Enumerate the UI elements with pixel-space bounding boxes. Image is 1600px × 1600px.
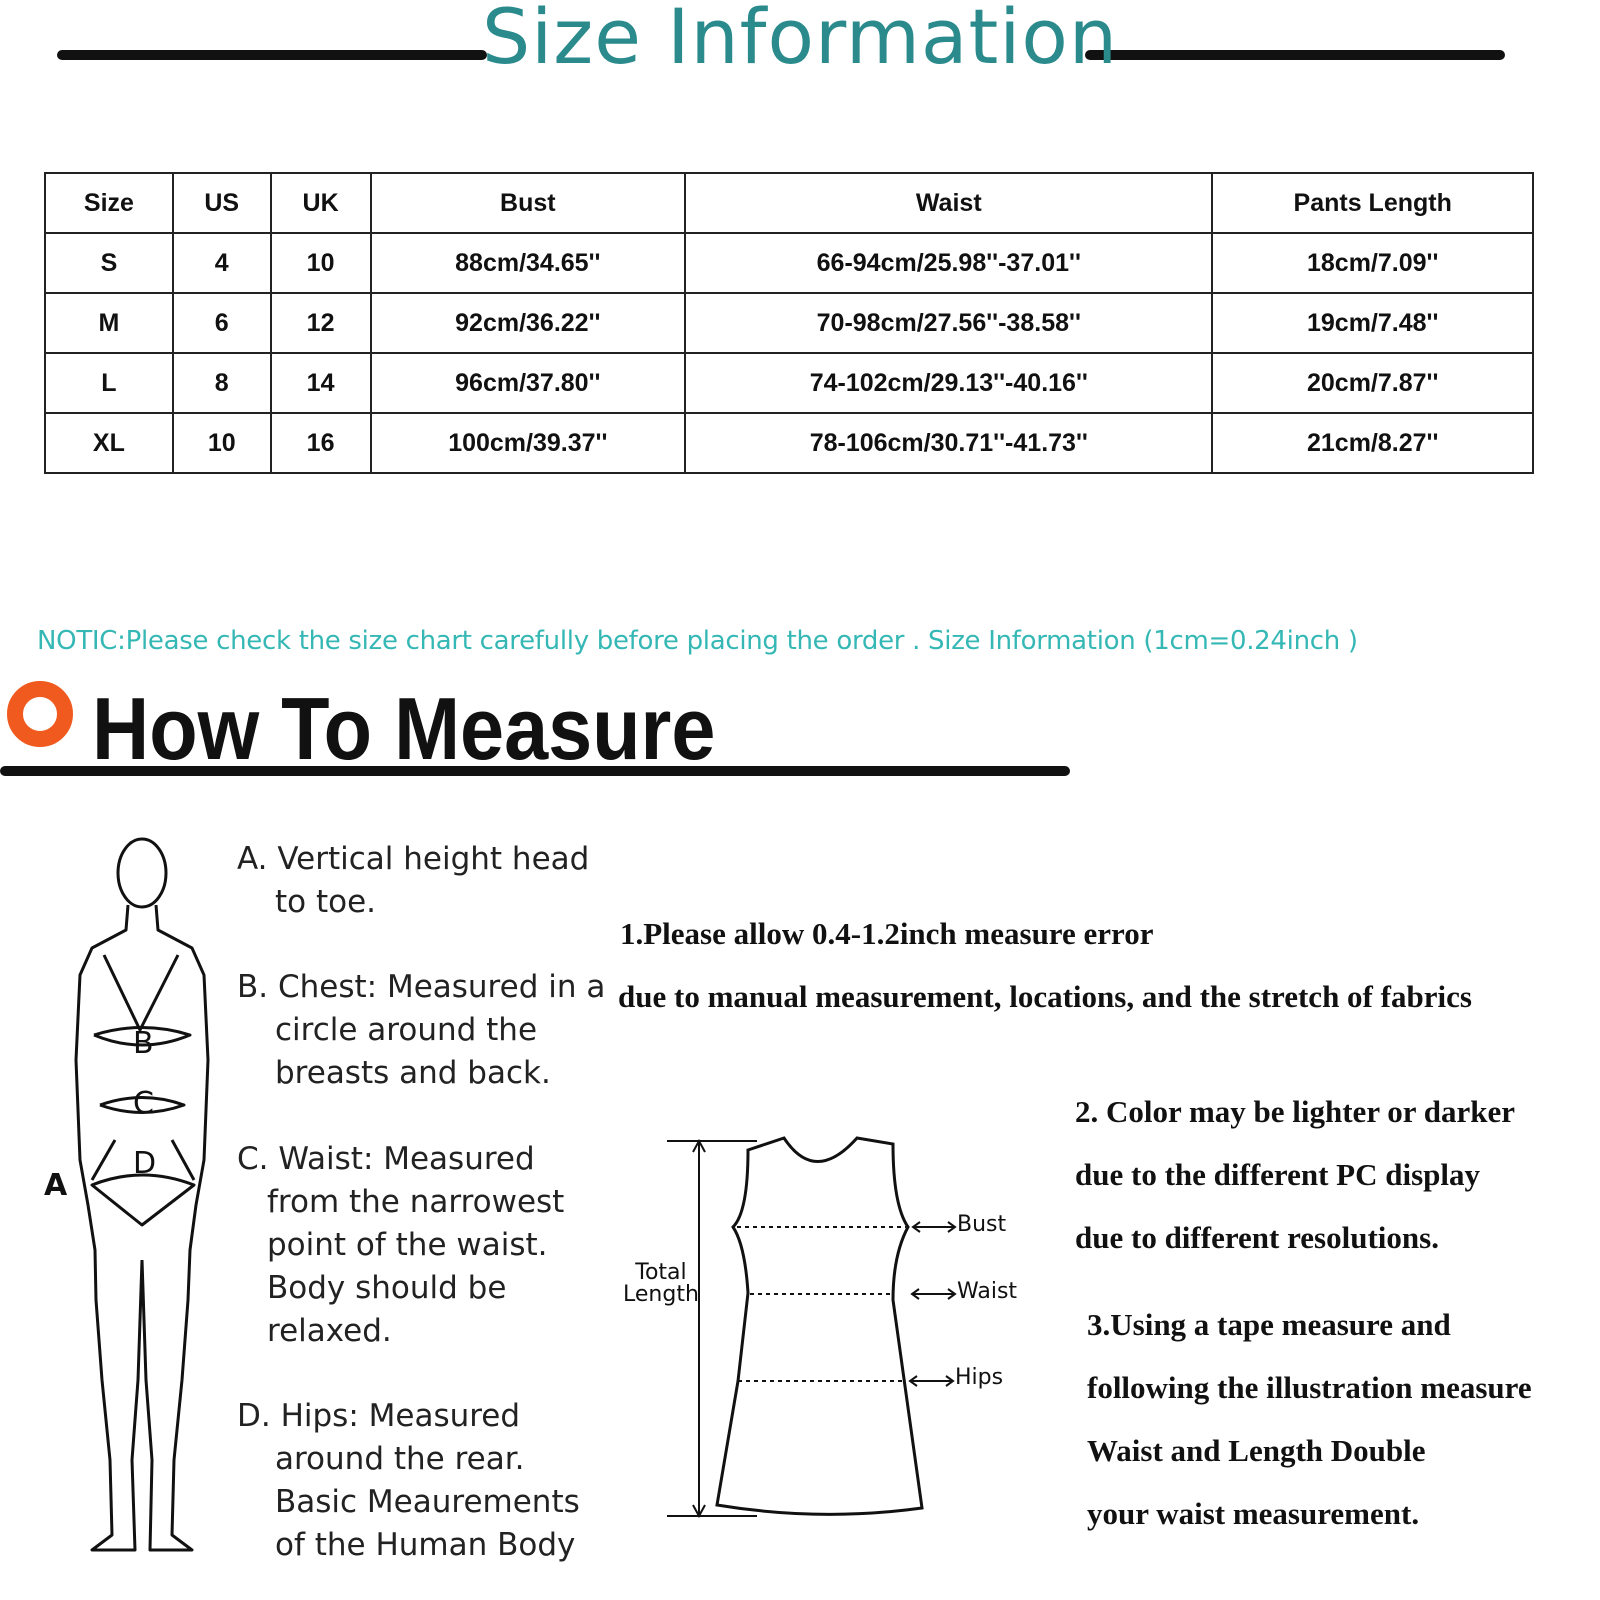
note-3: 3.Using a tape measure and following the…	[1087, 1293, 1532, 1545]
section-rule	[0, 766, 1070, 776]
cell: 78-106cm/30.71''-41.73''	[684, 412, 1214, 474]
cell: 20cm/7.87''	[1211, 352, 1534, 414]
instruction-line: of the Human Body	[275, 1527, 576, 1563]
note-line: due to different resolutions.	[1075, 1220, 1439, 1255]
header-bust: Bust	[369, 172, 687, 234]
note-line: due to manual measurement, locations, an…	[618, 979, 1472, 1014]
instruction-line: breasts and back.	[275, 1055, 551, 1091]
cell: M	[44, 292, 174, 354]
table-row: S 4 10 88cm/34.65'' 66-94cm/25.98''-37.01'' 1…	[44, 232, 1534, 294]
cell: 88cm/34.65''	[369, 232, 687, 294]
label-hips: Hips	[955, 1365, 1004, 1390]
cell: 12	[269, 292, 372, 354]
figure-label-b: B	[133, 1026, 154, 1061]
cell: 6	[171, 292, 272, 354]
note-line: 2. Color may be lighter or darker	[1075, 1094, 1515, 1129]
cell: 21cm/8.27''	[1211, 412, 1534, 474]
note-line: your waist measurement.	[1087, 1496, 1420, 1531]
cell: 10	[269, 232, 372, 294]
label-line: Length	[623, 1282, 699, 1307]
cell: 4	[171, 232, 272, 294]
label-total-length: Total Length	[623, 1262, 699, 1306]
cell: 14	[269, 352, 372, 414]
header-us: US	[171, 172, 272, 234]
title-rule-right	[1085, 50, 1505, 60]
header-uk: UK	[269, 172, 372, 234]
cell: L	[44, 352, 174, 414]
instruction-line: Body should be	[267, 1270, 507, 1306]
table-row: XL 10 16 100cm/39.37'' 78-106cm/30.71''-41.7…	[44, 412, 1534, 474]
instruction-line: relaxed.	[267, 1313, 392, 1349]
table-row: M 6 12 92cm/36.22'' 70-98cm/27.56''-38.58'' 1…	[44, 292, 1534, 354]
cell: 66-94cm/25.98''-37.01''	[684, 232, 1214, 294]
note-1: 1.Please allow 0.4-1.2inch measure error…	[618, 902, 1472, 1028]
table-row: L 8 14 96cm/37.80'' 74-102cm/29.13''-40.16''…	[44, 352, 1534, 414]
section-heading: How To Measure	[92, 679, 716, 778]
cell: 8	[171, 352, 272, 414]
table-header-row: Size US UK Bust Waist Pants Length	[44, 172, 1534, 234]
instruction-line: to toe.	[275, 884, 377, 920]
instruction-a: A. Vertical height head to toe.	[237, 838, 589, 924]
figure-label-d: D	[133, 1146, 157, 1181]
note-line: 3.Using a tape measure and	[1087, 1307, 1451, 1342]
instruction-line: Basic Meaurements	[275, 1484, 580, 1520]
instruction-line: C. Waist: Measured	[237, 1141, 535, 1177]
header-size: Size	[44, 172, 174, 234]
note-line: following the illustration measure	[1087, 1370, 1532, 1405]
figure-label-c: C	[133, 1086, 154, 1121]
instruction-line: A. Vertical height head	[237, 841, 590, 877]
cell: 74-102cm/29.13''-40.16''	[684, 352, 1214, 414]
header-waist: Waist	[684, 172, 1214, 234]
size-table: Size US UK Bust Waist Pants Length S 4 10 8…	[44, 172, 1534, 474]
note-line: Waist and Length Double	[1087, 1433, 1426, 1468]
header-pants-length: Pants Length	[1211, 172, 1534, 234]
cell: 10	[171, 412, 272, 474]
instruction-line: point of the waist.	[267, 1227, 548, 1263]
instruction-c: C. Waist: Measured from the narrowest po…	[237, 1138, 564, 1353]
instruction-line: B. Chest: Measured in a	[237, 969, 606, 1005]
instruction-line: around the rear.	[275, 1441, 525, 1477]
page-title: Size Information	[481, 0, 1119, 81]
note-line: 1.Please allow 0.4-1.2inch measure error	[620, 916, 1154, 951]
instruction-line: from the narrowest	[267, 1184, 565, 1220]
note-line: due to the different PC display	[1075, 1157, 1481, 1192]
ring-icon	[7, 681, 73, 747]
label-line: Total	[635, 1260, 687, 1285]
title-rule-left	[57, 50, 487, 60]
instruction-b: B. Chest: Measured in a circle around th…	[237, 966, 605, 1095]
instruction-line: circle around the	[275, 1012, 538, 1048]
instruction-d: D. Hips: Measured around the rear. Basic…	[237, 1395, 580, 1567]
note-2: 2. Color may be lighter or darker due to…	[1075, 1080, 1515, 1269]
label-waist: Waist	[957, 1279, 1018, 1304]
cell: 18cm/7.09''	[1211, 232, 1534, 294]
instruction-line: D. Hips: Measured	[237, 1398, 521, 1434]
cell: 70-98cm/27.56''-38.58''	[684, 292, 1214, 354]
cell: S	[44, 232, 174, 294]
cell: 16	[269, 412, 372, 474]
cell: XL	[44, 412, 174, 474]
cell: 92cm/36.22''	[369, 292, 687, 354]
cell: 96cm/37.80''	[369, 352, 687, 414]
cell: 19cm/7.48''	[1211, 292, 1534, 354]
notice-text: NOTIC:Please check the size chart carefu…	[37, 626, 1358, 656]
figure-label-a: A	[44, 1168, 68, 1203]
label-bust: Bust	[957, 1212, 1007, 1237]
cell: 100cm/39.37''	[369, 412, 687, 474]
